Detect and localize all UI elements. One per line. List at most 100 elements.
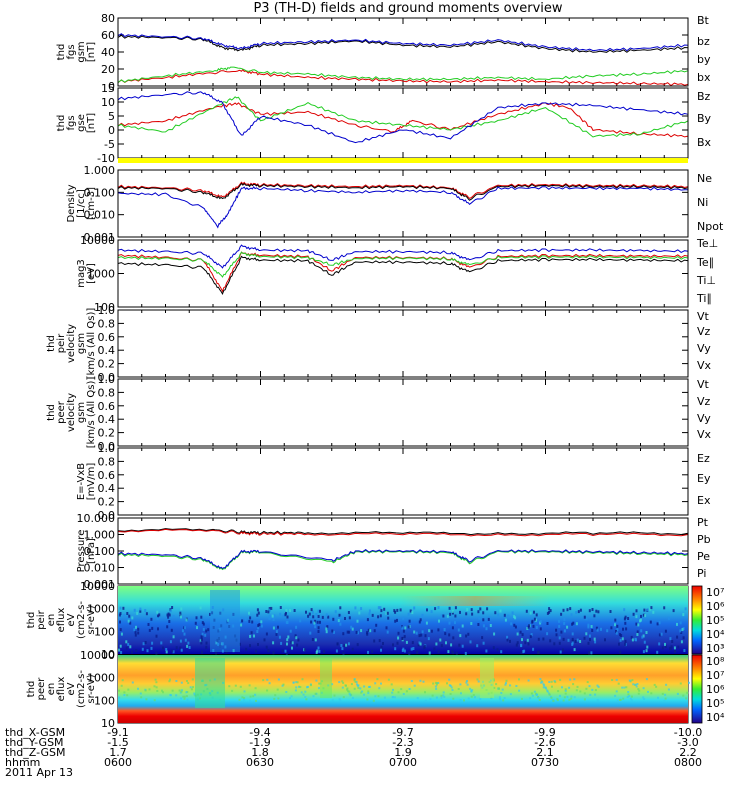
ytick-label: 10000	[80, 234, 115, 247]
legend-Te∥: Te∥	[696, 256, 714, 269]
panel-frame	[117, 309, 689, 378]
xaxis-value: 1.9	[394, 746, 412, 759]
ytick-label: 0.6	[98, 331, 116, 344]
panel-frame	[117, 169, 689, 238]
legend-Vz: Vz	[697, 325, 711, 338]
ylabel-line: velocity	[66, 324, 77, 363]
panel-frame	[117, 447, 689, 516]
ylabel-line: gse	[76, 114, 87, 132]
ytick-label: 0.0	[98, 371, 116, 384]
peir-spectrogram	[118, 586, 688, 655]
legend-Pt: Pt	[697, 516, 709, 529]
ylabel-line: [km/s (All Qs)]	[86, 308, 97, 380]
ytick-label: -10	[97, 152, 115, 165]
ylabel-line: sr-eV)	[86, 674, 97, 703]
ytick-label: 1000	[87, 672, 115, 685]
peir-spectrogram-band	[210, 590, 240, 652]
xaxis-value: -1.9	[249, 736, 270, 749]
ytick-label: 100	[94, 301, 115, 314]
ylabel-line: eV	[66, 682, 77, 695]
legend-Bz: Bz	[697, 90, 711, 103]
ylabel-line: peir	[36, 609, 47, 629]
plot-title: P3 (TH-D) fields and ground moments over…	[253, 1, 562, 16]
legend-Vx: Vx	[697, 359, 712, 372]
series-Ne	[117, 181, 689, 200]
legend-bz: bz	[697, 35, 710, 48]
ytick-label: 10	[101, 96, 115, 109]
ytick-label: 0.2	[98, 358, 116, 371]
ytick-label: 0.001	[84, 231, 116, 244]
series-Pt	[117, 528, 689, 536]
ytick-label: 15	[101, 82, 115, 95]
ytick-label: 1000	[87, 603, 115, 616]
ylabel-line: (cm2-s-	[76, 601, 87, 639]
xaxis-value: -2.3	[392, 736, 413, 749]
ylabel-line: [km/s (All Qs)]	[86, 377, 97, 449]
xaxis-value: -9.1	[107, 726, 128, 739]
ylabel-line: Density	[66, 184, 77, 222]
ylabel-line: thd	[56, 115, 67, 132]
colorbar-tick-label: 10⁷	[706, 586, 724, 599]
colorbar-tick-label: 10⁶	[706, 600, 725, 613]
peer-spectrogram-texture	[118, 658, 690, 708]
ylabel-line: peer	[36, 677, 47, 701]
ylabel-line: eflux	[56, 608, 67, 633]
ytick-label: 0.8	[98, 317, 116, 330]
series-Ti∥	[117, 251, 689, 278]
legend-Ne: Ne	[697, 172, 712, 185]
peir-spectrogram-texture	[118, 590, 687, 655]
xaxis-value: 0700	[389, 756, 417, 769]
series-Ni	[117, 182, 689, 201]
ytick-label: 0	[108, 124, 115, 137]
colorbar-tick-label: 10³	[706, 642, 724, 655]
ytick-label: 0.4	[98, 344, 116, 357]
yellow-bar	[118, 158, 688, 163]
ytick-label: -5	[104, 138, 115, 151]
ytick-label: 0.0	[98, 509, 116, 522]
ytick-label: 0.8	[98, 455, 116, 468]
ylabel-line: [eV]	[86, 263, 97, 284]
ytick-label: 0.010	[84, 562, 116, 575]
peer-colorbar	[691, 654, 703, 724]
peir-colorbar	[691, 585, 703, 655]
legend-Pi: Pi	[697, 567, 706, 580]
colorbar-tick-label: 10⁵	[706, 614, 724, 627]
legend-Pe: Pe	[697, 550, 710, 563]
peer-spectrogram	[118, 655, 690, 723]
legend-Ti⊥: Ti⊥	[696, 274, 716, 287]
ylabel-line: en	[46, 683, 57, 696]
series-bz	[117, 68, 689, 87]
ytick-label: 0.4	[98, 413, 116, 426]
ytick-label: 1000	[87, 268, 115, 281]
xaxis-row-label: hhmm	[5, 756, 40, 769]
panel-frame	[117, 239, 689, 308]
series-bx	[117, 33, 689, 52]
ytick-label: 0.4	[98, 482, 116, 495]
ytick-label: 0.0	[98, 440, 116, 453]
ytick-label: 1.0	[98, 373, 116, 386]
colorbar-tick-label: 10⁴	[706, 628, 725, 641]
series-Ti⊥	[117, 244, 689, 269]
xaxis-value: 2.1	[536, 746, 554, 759]
colorbar-tick-label: 10⁴	[706, 711, 725, 724]
ylabel-line: velocity	[66, 393, 77, 432]
ylabel-line: fgs	[66, 115, 77, 130]
ylabel-line: mag3	[76, 259, 87, 288]
panel-pressure: 10.000 1.000 0.100 0.010 0.001 Pressure [nPa] P…	[76, 512, 711, 591]
ylabel-line: peer	[56, 400, 67, 424]
panel-peir-spec: 10000 1000 100 10 thd peir en eflux eV (cm2-s-sr-…	[26, 580, 725, 661]
series-Npot	[117, 186, 689, 229]
ytick-label: 1.000	[84, 164, 116, 177]
legend-Ti∥: Ti∥	[696, 292, 712, 305]
xaxis-value: 1.8	[251, 746, 269, 759]
peer-spectrogram-band	[195, 658, 225, 708]
legend-Ex: Ex	[697, 494, 711, 507]
ytick-label: 10000	[80, 649, 115, 662]
panel-density: 1.000 0.100 0.010 0.001 Density [1/cc] [cm-3] N…	[66, 164, 724, 244]
legend-Vt: Vt	[697, 310, 710, 323]
ylabel-line: (cm2-s-	[76, 670, 87, 708]
ytick-label: 0	[108, 80, 115, 93]
